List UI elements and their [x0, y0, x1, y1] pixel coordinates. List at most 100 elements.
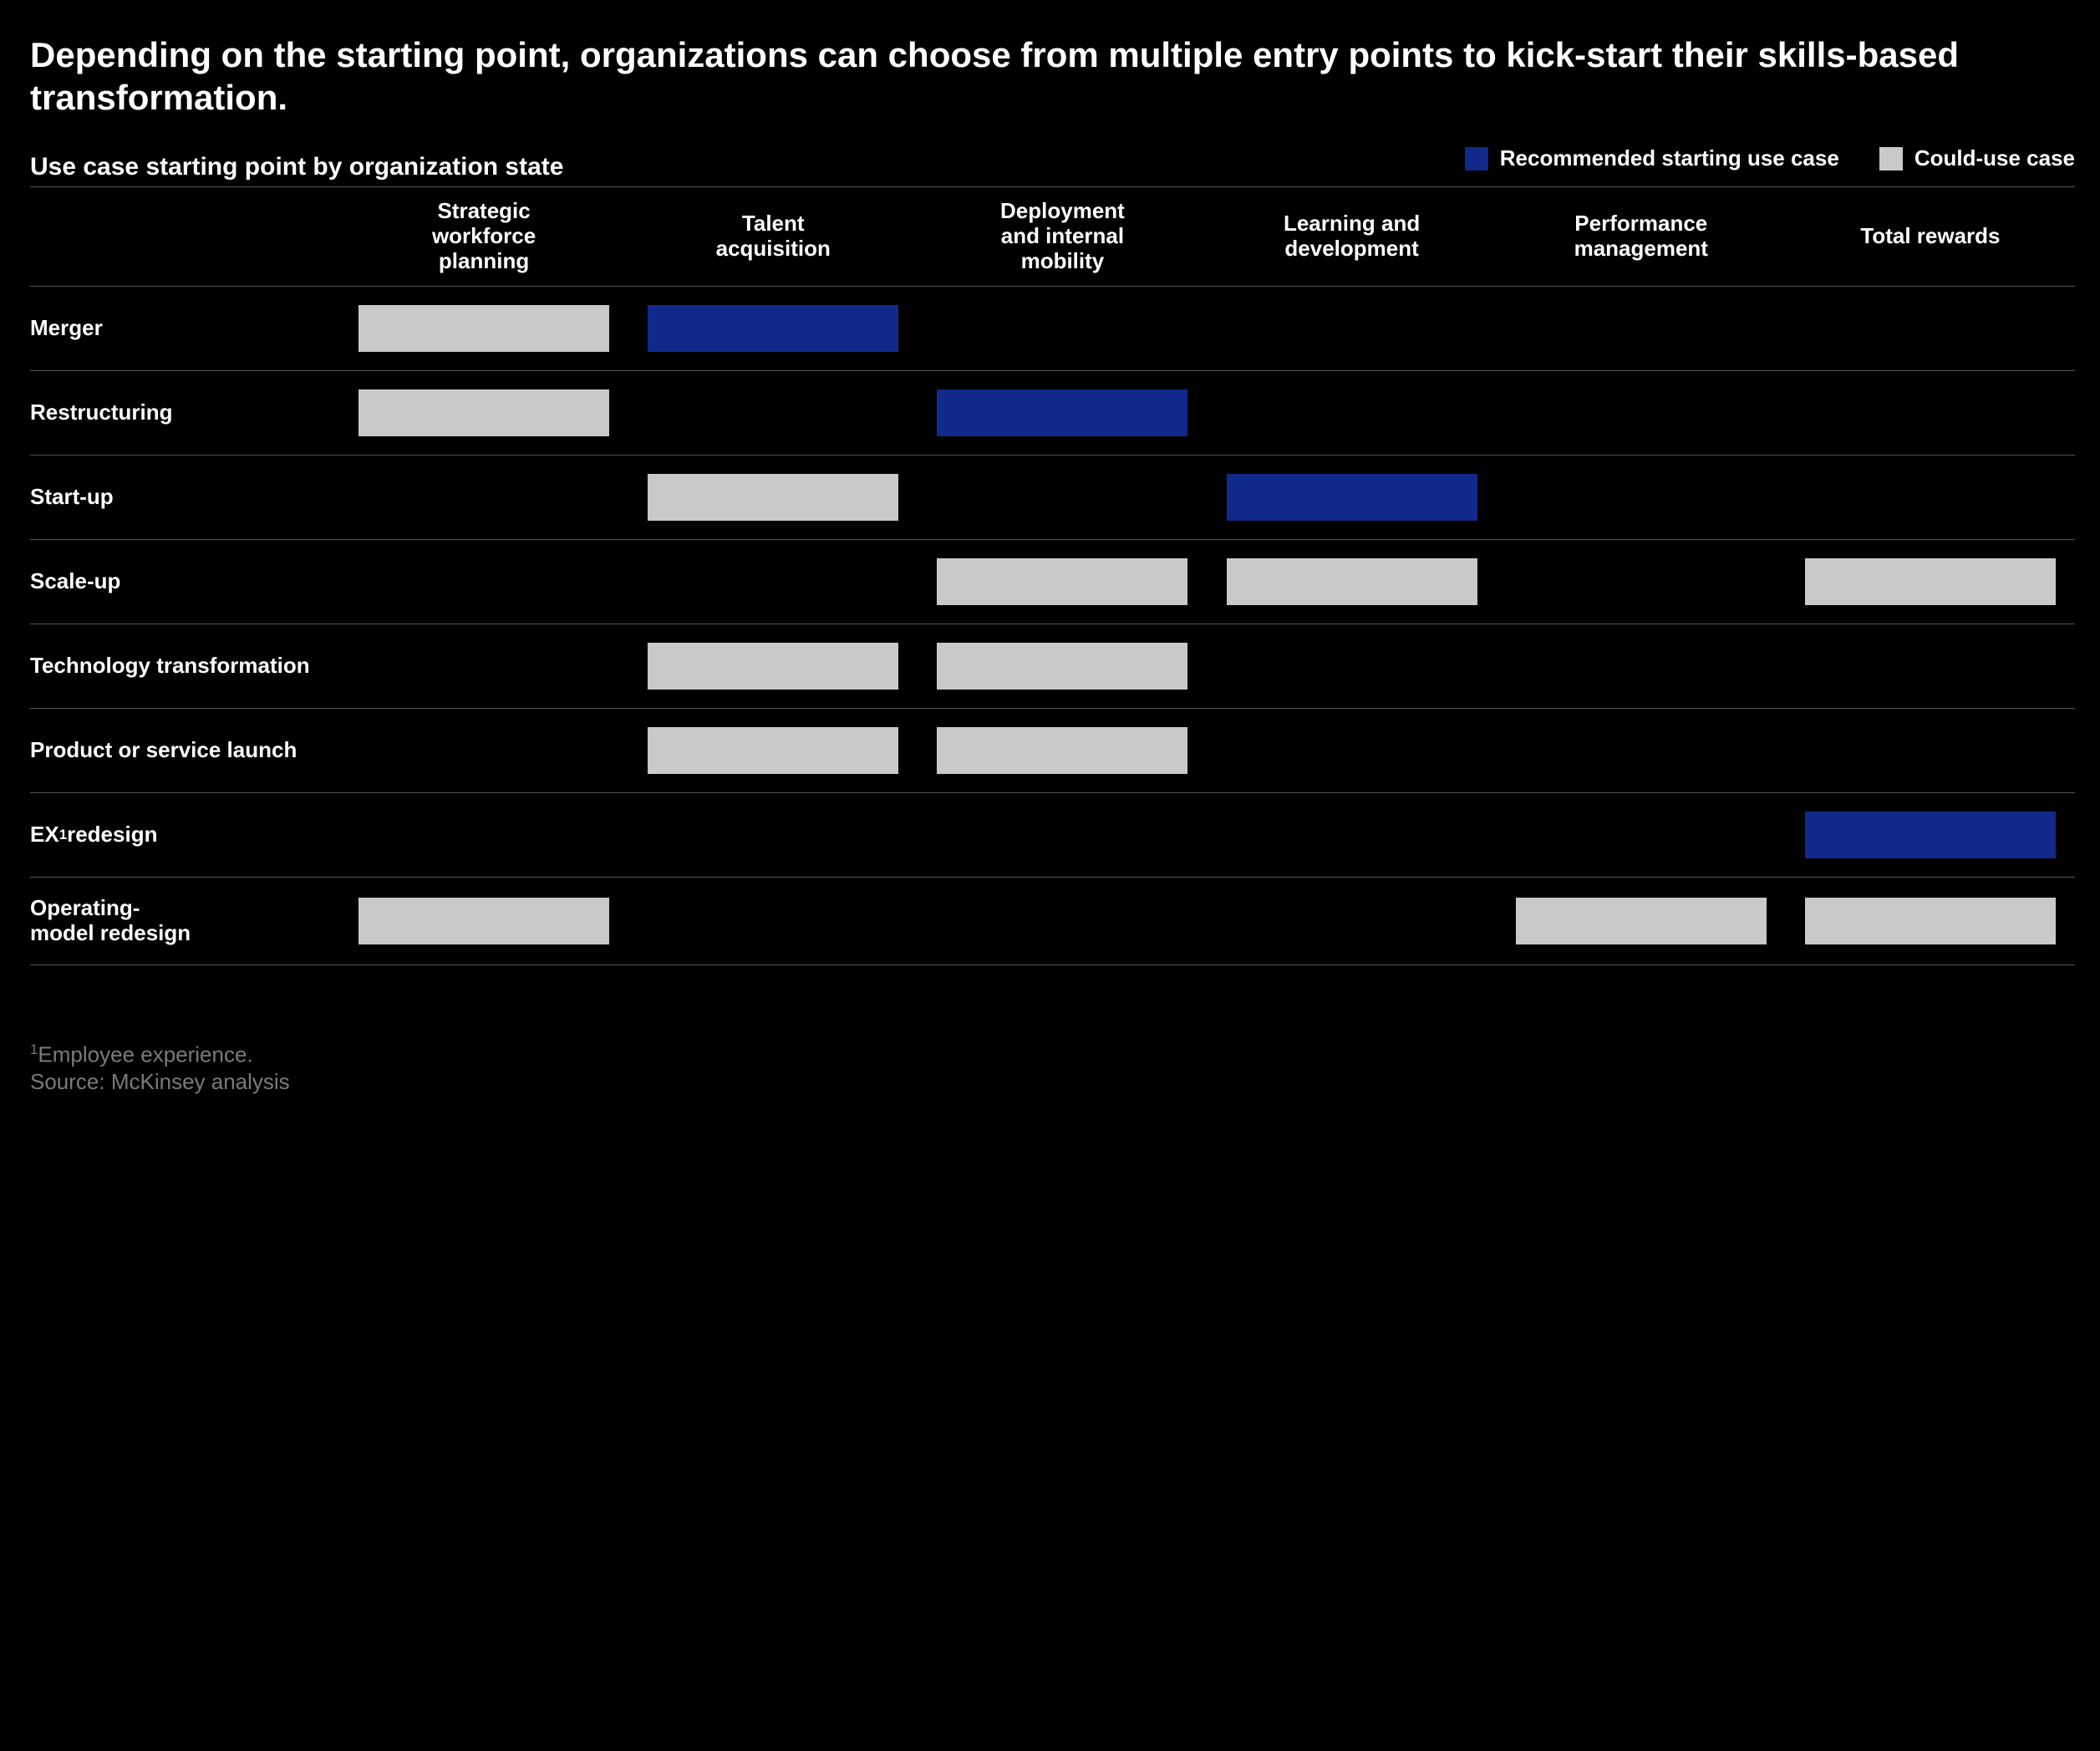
table-row: Technology transformation: [30, 624, 2075, 709]
matrix-cell: [628, 793, 918, 877]
bar-could-use: [937, 558, 1187, 605]
bar-empty: [648, 558, 898, 605]
matrix-cell: [628, 371, 918, 455]
matrix-cell: [1208, 624, 1497, 708]
column-header: Total rewards: [1786, 187, 2075, 286]
table-row: Start-up: [30, 456, 2075, 540]
table-row: Restructuring: [30, 371, 2075, 456]
matrix-grid: StrategicworkforceplanningTalentacquisit…: [30, 186, 2075, 965]
bar-recommended: [937, 389, 1187, 436]
column-header: Strategicworkforceplanning: [339, 187, 628, 286]
column-header: Performancemanagement: [1497, 187, 1786, 286]
matrix-cell: [1208, 540, 1497, 624]
matrix-cell: [628, 456, 918, 539]
row-label: EX1 redesign: [30, 793, 339, 877]
row-label: Restructuring: [30, 371, 339, 455]
matrix-cell: [1497, 287, 1786, 370]
matrix-cell: [339, 878, 628, 965]
bar-empty: [1516, 727, 1767, 774]
legend-swatch-recommended: [1465, 147, 1488, 171]
matrix-cell: [1497, 793, 1786, 877]
matrix-cell: [918, 371, 1207, 455]
table-row: Operating-model redesign: [30, 878, 2075, 965]
bar-empty: [358, 727, 609, 774]
bar-empty: [937, 474, 1187, 521]
legend-item: Recommended starting use case: [1465, 145, 1839, 171]
footnote-line: Source: McKinsey analysis: [30, 1068, 2075, 1096]
matrix-cell: [918, 624, 1207, 708]
bar-empty: [648, 812, 898, 858]
matrix-cell: [1786, 624, 2075, 708]
bar-could-use: [648, 727, 898, 774]
bar-empty: [358, 812, 609, 858]
matrix-cell: [1786, 540, 2075, 624]
chart-title: Depending on the starting point, organiz…: [30, 33, 2075, 119]
matrix-cell: [339, 793, 628, 877]
row-label: Scale-up: [30, 540, 339, 624]
matrix-cell: [1208, 371, 1497, 455]
bar-empty: [358, 558, 609, 605]
bar-empty: [937, 898, 1187, 944]
row-label: Operating-model redesign: [30, 878, 339, 965]
bar-could-use: [648, 474, 898, 521]
matrix-cell: [628, 878, 918, 965]
matrix-cell: [1497, 878, 1786, 965]
matrix-cell: [1786, 793, 2075, 877]
bar-empty: [1516, 305, 1767, 352]
legend-label: Could-use case: [1914, 145, 2075, 171]
row-label: Start-up: [30, 456, 339, 539]
bar-empty: [1516, 558, 1767, 605]
bar-empty: [937, 305, 1187, 352]
matrix-cell: [1208, 709, 1497, 792]
legend: Recommended starting use case Could-use c…: [1465, 145, 2075, 171]
legend-label: Recommended starting use case: [1500, 145, 1839, 171]
footnote-line: 1Employee experience.: [30, 1041, 2075, 1068]
table-row: EX1 redesign: [30, 793, 2075, 878]
matrix-cell: [339, 287, 628, 370]
matrix-cell: [1497, 456, 1786, 539]
bar-empty: [1805, 305, 2056, 352]
bar-empty: [1516, 643, 1767, 690]
bar-could-use: [358, 898, 609, 944]
bar-empty: [937, 812, 1187, 858]
chart-subtitle: Use case starting point by organization …: [30, 153, 563, 181]
bar-empty: [1227, 812, 1477, 858]
legend-item: Could-use case: [1879, 145, 2075, 171]
bar-empty: [1805, 643, 2056, 690]
bar-could-use: [1805, 558, 2056, 605]
bar-empty: [1805, 474, 2056, 521]
bar-recommended: [1805, 812, 2056, 858]
bar-recommended: [648, 305, 898, 352]
bar-empty: [1227, 643, 1477, 690]
matrix-cell: [339, 540, 628, 624]
header-row: StrategicworkforceplanningTalentacquisit…: [30, 186, 2075, 287]
matrix-cell: [628, 287, 918, 370]
bar-could-use: [648, 643, 898, 690]
matrix-cell: [1786, 371, 2075, 455]
bar-empty: [1516, 812, 1767, 858]
bar-empty: [1227, 389, 1477, 436]
bar-could-use: [937, 643, 1187, 690]
matrix-cell: [1497, 709, 1786, 792]
matrix-cell: [918, 287, 1207, 370]
column-header: Talentacquisition: [628, 187, 918, 286]
bar-recommended: [1227, 474, 1477, 521]
bar-could-use: [358, 389, 609, 436]
matrix-cell: [1497, 624, 1786, 708]
bar-empty: [1805, 389, 2056, 436]
matrix-cell: [339, 456, 628, 539]
bar-empty: [358, 643, 609, 690]
matrix-cell: [628, 540, 918, 624]
matrix-cell: [1208, 878, 1497, 965]
legend-swatch-could-use: [1879, 147, 1903, 171]
bar-empty: [1805, 727, 2056, 774]
matrix-cell: [918, 540, 1207, 624]
matrix-cell: [339, 371, 628, 455]
matrix-cell: [918, 709, 1207, 792]
matrix-cell: [1786, 878, 2075, 965]
row-label: Product or service launch: [30, 709, 339, 792]
matrix-cell: [918, 456, 1207, 539]
matrix-cell: [918, 878, 1207, 965]
matrix-cell: [339, 709, 628, 792]
table-row: Merger: [30, 287, 2075, 371]
